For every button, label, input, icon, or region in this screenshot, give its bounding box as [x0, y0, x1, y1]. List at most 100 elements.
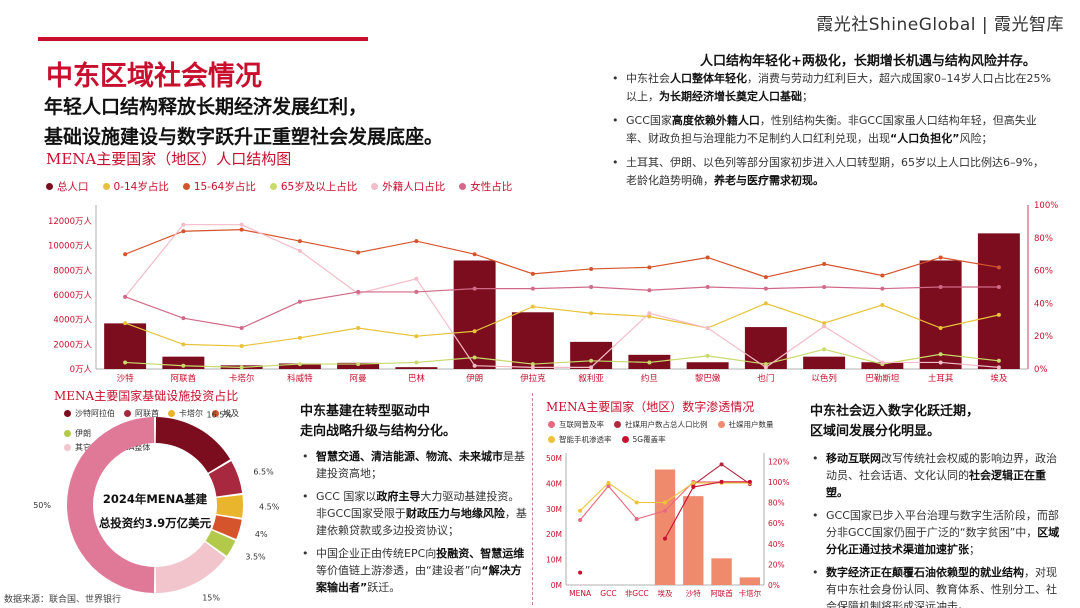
- bullet-text: 改写传统社会权威的影响边界，政治动员、社会话语、文化认同的: [826, 452, 1057, 482]
- x-tick-label: 也门: [757, 373, 774, 384]
- legend-item-slice: 伊朗: [64, 428, 91, 439]
- y-left-tick-label: 2000万人: [53, 340, 92, 350]
- right-panel-heading: 人口结构年轻化+两极化，长期增长机遇与结构风险并存。: [700, 54, 1036, 69]
- x-tick-label: 以色列: [811, 373, 837, 384]
- x-tick-label: 伊拉克: [520, 373, 546, 384]
- legend-swatch: [717, 421, 725, 428]
- bullet-text: ，对现有中东社会身份认同、教育体系、性别分工、社会保障机制将形成深远冲击。: [826, 566, 1057, 608]
- bullet-item: GCC 国家以政府主导大力驱动基建投资。非GCC国家受限于财政压力与地缘风险，基…: [302, 488, 527, 539]
- legend-swatch: [459, 183, 467, 190]
- infra-bullets: 智慧交通、清洁能源、物流、未来城市是基建投资高地； GCC 国家以政府主导大力驱动…: [302, 448, 527, 602]
- legend-item-slice: 卡塔尔: [168, 408, 203, 419]
- series-point: [123, 360, 128, 365]
- series-point: [938, 360, 943, 365]
- bullet-emphasis: 社会逻辑正在重塑。: [826, 469, 1046, 499]
- series-point: [123, 252, 128, 257]
- y-left-tick-label: 0万人: [70, 365, 93, 375]
- donut-slice: [216, 495, 243, 518]
- y-left-tick-label: 6000万人: [53, 291, 92, 301]
- donut-center-line-1: 2024年MENA基建: [103, 492, 208, 506]
- infra-donut-chart: 16.5% 6.5% 4.5% 4% 3.5% 15% 50% 2024年MENA基建总投资约…: [33, 411, 279, 603]
- series-point: [181, 316, 186, 321]
- x-tick-label: 卡塔尔: [739, 588, 762, 598]
- bar-total-pop: [686, 362, 729, 369]
- series-point: [763, 275, 768, 280]
- y-left-tick-label: 10M: [546, 556, 562, 565]
- bullet-text: 土耳其、伊朗、以色列等部分国家初步进入人口转型期，65岁以上人口比例达6–9%，…: [626, 156, 1044, 187]
- infra-heading-line-2: 走向战略升级与结构分化。: [300, 424, 457, 439]
- legend-swatch: [168, 410, 175, 417]
- x-tick-label: 埃及: [658, 588, 673, 598]
- series-point: [530, 271, 535, 276]
- series-point: [472, 363, 477, 368]
- bullet-emphasis: 移动互联网: [826, 452, 881, 465]
- subtitle-line-1: 年轻人口结构释放长期经济发展红利，: [44, 96, 368, 118]
- bullet-item: 数字经济正在颠覆石油依赖型的就业结构，对现有中东社会身份认同、教育体系、性别分工…: [812, 564, 1062, 608]
- series-point: [880, 303, 885, 308]
- y-left-tick-label: 10000万人: [48, 242, 93, 252]
- x-tick-label: 沙特: [117, 373, 135, 384]
- legend-item-slice: 阿联酋: [124, 408, 159, 419]
- bar-social-users: [654, 469, 676, 585]
- series-point: [239, 227, 244, 232]
- series-point: [123, 321, 128, 326]
- y-left-tick-label: 4000万人: [53, 316, 92, 326]
- legend-label: 15-64岁占比: [193, 181, 256, 193]
- bullet-item: 移动互联网改写传统社会权威的影响边界，政治动员、社会话语、文化认同的社会逻辑正在…: [812, 450, 1062, 501]
- bar-total-pop: [453, 260, 496, 369]
- series-point: [297, 335, 302, 340]
- donut-slice: [205, 530, 236, 556]
- series-point: [356, 326, 361, 330]
- x-tick-label: 黎巴嫩: [695, 373, 721, 384]
- digital-chart-legend: 互联网普及率 社媒用户数占总人口比例 社媒用户数量 智能手机渗透率 5G覆盖率: [548, 419, 788, 449]
- y-right-tick-label: 120%: [768, 457, 789, 466]
- series-point: [996, 358, 1001, 363]
- legend-item-series: 65岁及以上占比: [269, 179, 358, 194]
- y-right-tick-label: 20%: [1034, 332, 1053, 342]
- y-right-tick-label: 60%: [1034, 267, 1053, 277]
- series-point: [181, 222, 186, 227]
- series-point: [297, 248, 302, 253]
- y-left-tick-label: 50M: [546, 454, 562, 463]
- bullet-text: 跃迁。: [367, 581, 401, 594]
- donut-slice: [155, 542, 226, 593]
- legend-label: 埃及: [223, 409, 239, 418]
- x-tick-label: 阿联酋: [710, 588, 733, 598]
- legend-swatch: [46, 183, 53, 190]
- y-right-tick-label: 0%: [768, 581, 780, 590]
- series-point: [181, 229, 186, 234]
- data-source-note: 数据来源：联合国、世界银行: [4, 595, 122, 605]
- infra-heading: 中东基建在转型驱动中 走向战略升级与结构分化。: [300, 402, 456, 442]
- digital-heading-line-2: 区域间发展分化明显。: [810, 424, 941, 439]
- bullet-emphasis: 数字经济正在颠覆石油依赖型的就业结构: [826, 566, 1024, 579]
- series-point: [414, 289, 419, 294]
- series-point: [938, 255, 943, 260]
- bullet-emphasis: 政府主导: [376, 490, 421, 503]
- series-point: [822, 262, 827, 267]
- legend-label: 65岁及以上占比: [280, 181, 358, 193]
- series-line: [125, 348, 999, 368]
- series-point: [763, 301, 768, 306]
- legend-swatch: [621, 436, 629, 443]
- series-point: [647, 288, 652, 293]
- bar-total-pop: [803, 356, 846, 369]
- legend-label: 社媒用户数量: [728, 420, 774, 429]
- slice-label: 15%: [202, 594, 220, 603]
- digital-heading-line-1: 中东社会迈入数字化跃迁期，: [810, 404, 980, 419]
- legend-swatch: [212, 410, 219, 417]
- bullet-emphasis: “解决方案输出者”: [316, 564, 522, 594]
- population-chart-title: MENA主要国家（地区）人口结构图: [46, 150, 292, 168]
- right-panel-bullets: 中东社会人口整体年轻化，消费与劳动力红利巨大，超六成国家0–14岁人口占比在25…: [612, 70, 1052, 196]
- series-point: [747, 479, 752, 484]
- legend-item-total-pop: 总人口: [46, 179, 89, 194]
- legend-item-slice: 其它: [64, 442, 91, 453]
- x-tick-label: 土耳其: [928, 373, 954, 384]
- donut-slice: [155, 417, 231, 473]
- series-point: [647, 311, 652, 316]
- bullet-text: ，消费与劳动力红利巨大，超六成国家0–14岁人口占比在25%以上，: [626, 72, 1051, 103]
- series-point: [589, 311, 594, 316]
- series-point: [414, 239, 419, 244]
- series-point: [181, 342, 186, 347]
- bar-social-users: [711, 558, 732, 585]
- series-point: [822, 324, 827, 329]
